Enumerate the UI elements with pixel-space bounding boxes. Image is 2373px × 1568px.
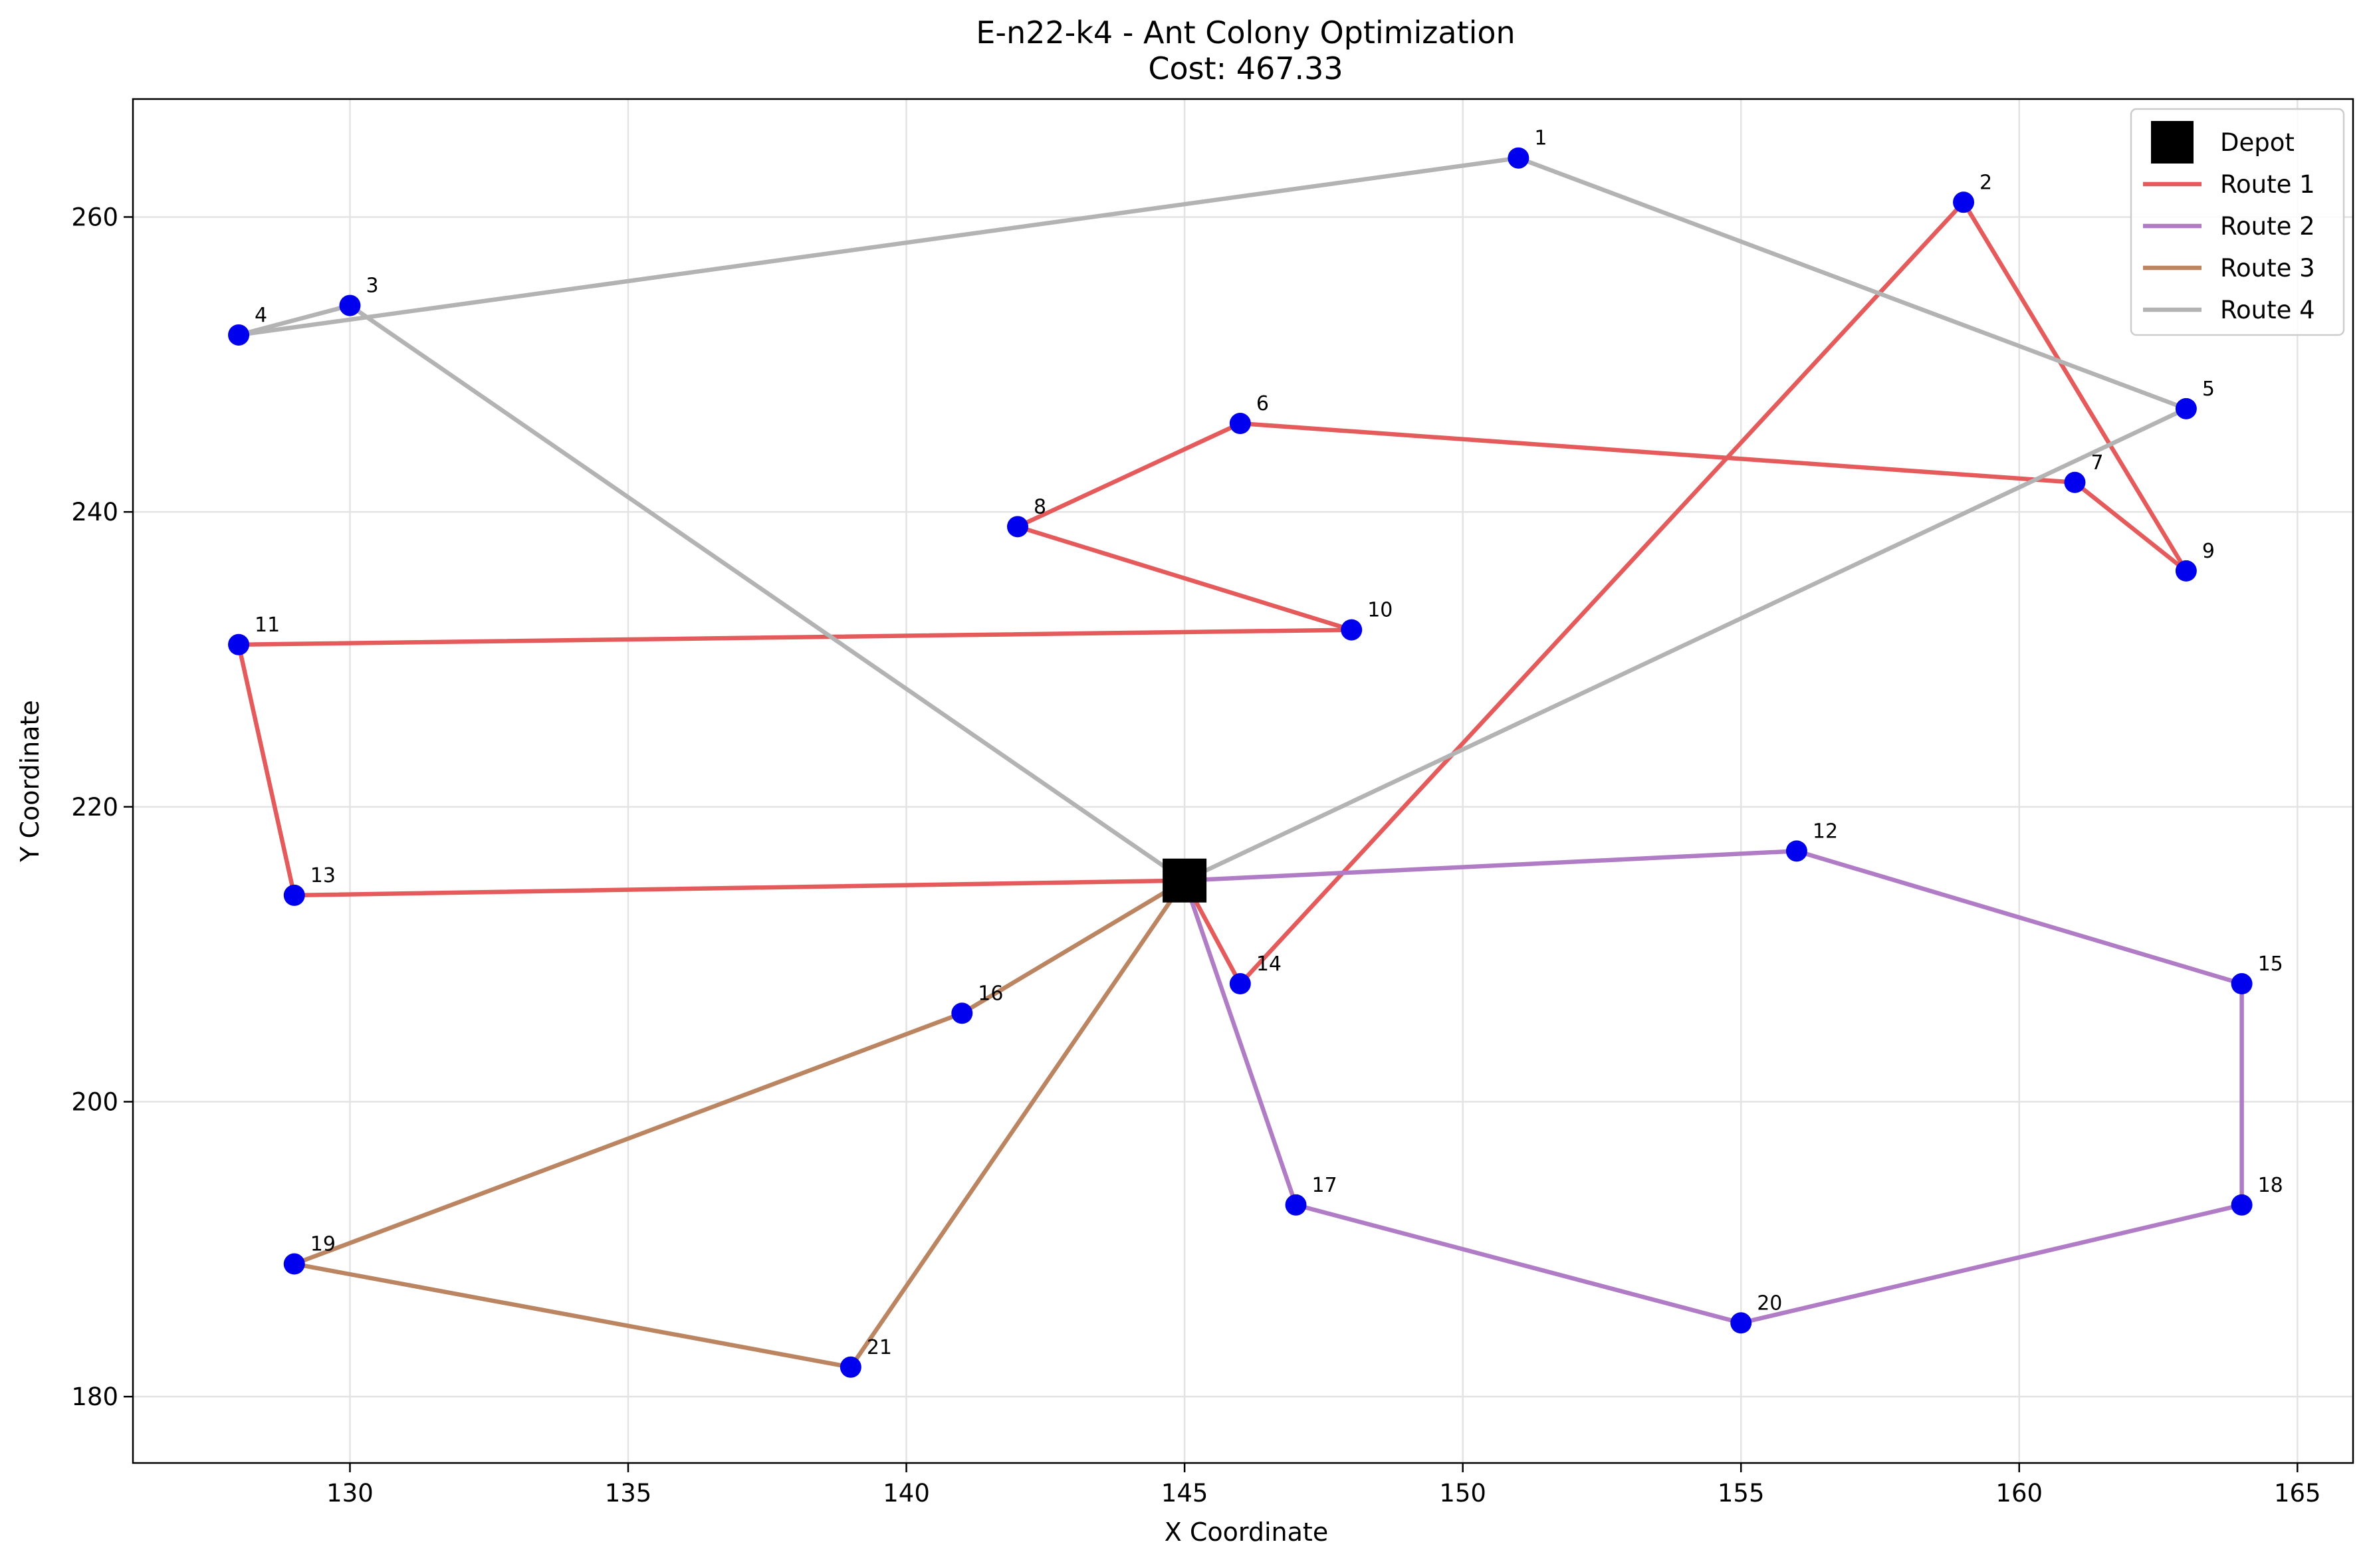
customer-node-5 xyxy=(2175,397,2197,419)
x-tick-label: 165 xyxy=(2274,1479,2321,1508)
node-label-16: 16 xyxy=(978,982,1003,1005)
node-label-3: 3 xyxy=(366,275,378,298)
customer-node-6 xyxy=(1229,413,1251,435)
chart-subtitle: Cost: 467.33 xyxy=(1148,51,1343,86)
x-tick-label: 140 xyxy=(883,1479,930,1508)
plot-frame xyxy=(132,98,2354,1464)
customer-node-16 xyxy=(951,1002,973,1024)
node-label-21: 21 xyxy=(867,1336,892,1359)
route-3-line xyxy=(292,878,1187,1370)
grid xyxy=(133,99,2353,1463)
customer-node-19 xyxy=(283,1253,305,1275)
x-tick-label: 130 xyxy=(326,1479,374,1508)
y-tick-label: 200 xyxy=(71,1087,118,1116)
customer-node-7 xyxy=(2064,471,2086,493)
routes xyxy=(236,156,2244,1370)
node-label-20: 20 xyxy=(1757,1291,1782,1315)
node-label-11: 11 xyxy=(255,614,280,637)
node-label-10: 10 xyxy=(1367,599,1393,622)
node-label-8: 8 xyxy=(1034,495,1046,518)
legend-route-2-label: Route 2 xyxy=(2220,212,2315,241)
node-label-5: 5 xyxy=(2202,378,2215,401)
legend-depot-label: Depot xyxy=(2220,128,2295,157)
node-label-6: 6 xyxy=(1256,392,1269,415)
node-label-12: 12 xyxy=(1813,820,1838,843)
legend: Depot Route 1 Route 2 Route 3 Route 4 xyxy=(2130,108,2345,336)
x-tick-label: 155 xyxy=(1718,1479,1765,1508)
legend-route-3-label: Route 3 xyxy=(2220,254,2315,282)
y-tick-label: 220 xyxy=(71,793,118,822)
customer-node-20 xyxy=(1730,1312,1752,1334)
customer-node-9 xyxy=(2175,560,2197,582)
customer-node-11 xyxy=(228,633,250,655)
customer-node-13 xyxy=(283,884,305,906)
node-label-18: 18 xyxy=(2258,1174,2283,1197)
x-axis-label: X Coordinate xyxy=(1165,1517,1328,1547)
route-2-line xyxy=(1182,849,2244,1325)
customer-node-17 xyxy=(1285,1194,1307,1216)
x-tick-label: 135 xyxy=(605,1479,652,1508)
customer-node-1 xyxy=(1508,147,1529,169)
x-tick-label: 160 xyxy=(1995,1479,2043,1508)
customer-node-8 xyxy=(1006,516,1028,538)
customer-node-12 xyxy=(1785,840,1807,862)
legend-route-1-label: Route 1 xyxy=(2220,170,2315,199)
node-label-9: 9 xyxy=(2202,540,2215,563)
node-label-17: 17 xyxy=(1312,1174,1337,1197)
node-label-2: 2 xyxy=(1979,171,1992,194)
customer-node-10 xyxy=(1341,619,1363,641)
x-tick-label: 150 xyxy=(1439,1479,1486,1508)
route-4-line xyxy=(236,156,2189,883)
customer-node-3 xyxy=(339,294,361,316)
chart-title: E-n22-k4 - Ant Colony Optimization xyxy=(976,15,1515,51)
y-tick-label: 260 xyxy=(71,203,118,231)
node-label-1: 1 xyxy=(1534,127,1547,150)
depot-marker xyxy=(1163,858,1207,903)
y-tick-label: 180 xyxy=(71,1383,118,1411)
node-label-14: 14 xyxy=(1256,952,1282,976)
legend-route-4-label: Route 4 xyxy=(2220,296,2315,324)
customer-node-14 xyxy=(1229,973,1251,995)
y-axis-label: Y Coordinate xyxy=(15,700,45,863)
legend-box xyxy=(2130,108,2345,336)
node-label-15: 15 xyxy=(2258,952,2283,976)
y-tick-label: 240 xyxy=(71,498,118,526)
node-label-19: 19 xyxy=(310,1233,336,1256)
node-label-7: 7 xyxy=(2090,451,2103,475)
customer-node-15 xyxy=(2231,973,2253,995)
customer-node-18 xyxy=(2231,1194,2253,1216)
customer-node-21 xyxy=(840,1356,861,1378)
customer-node-4 xyxy=(228,324,250,346)
x-tick-label: 145 xyxy=(1161,1479,1208,1508)
customer-node-2 xyxy=(1953,191,1975,213)
node-label-13: 13 xyxy=(310,864,336,887)
legend-depot-swatch xyxy=(2151,121,2194,164)
node-label-4: 4 xyxy=(255,304,267,327)
